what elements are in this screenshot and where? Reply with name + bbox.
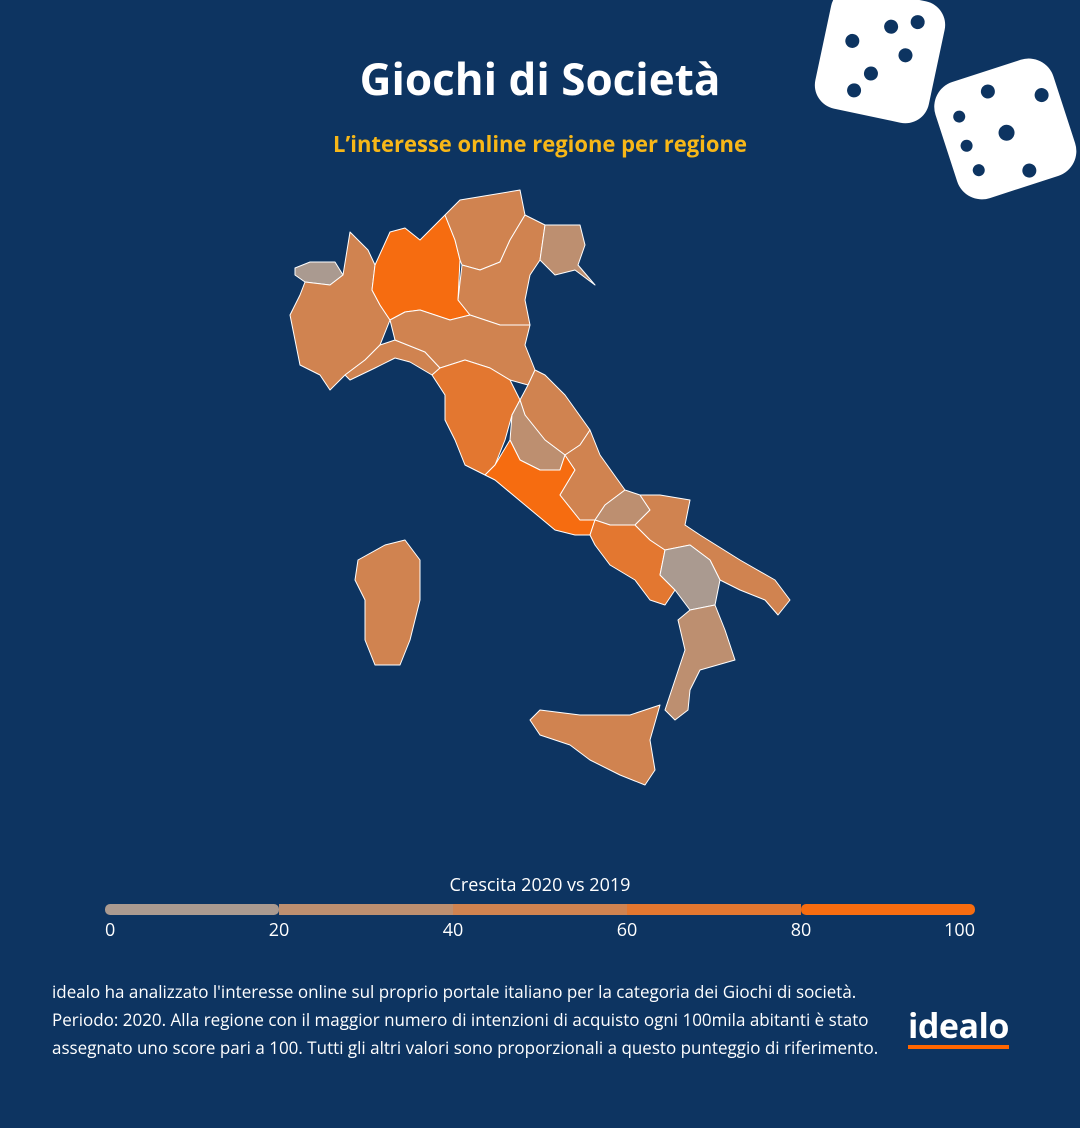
region (354, 539, 421, 666)
legend-tick-label: 40 (443, 918, 464, 942)
legend-swatch (279, 904, 453, 915)
region (529, 704, 661, 786)
legend-swatch (105, 904, 279, 915)
legend-swatch (627, 904, 801, 915)
legend-swatch (453, 904, 627, 915)
legend-tick-label: 80 (791, 918, 812, 942)
title: Giochi di Società (360, 48, 721, 108)
legend-tick-label: 60 (617, 918, 638, 942)
map (289, 189, 791, 786)
footer-text: idealo ha analizzato l'interesse online … (52, 980, 879, 1059)
legend-swatch (801, 904, 975, 915)
legend: 0 20 40 60 80 100 (105, 904, 975, 942)
legend-tick-label: 100 (944, 918, 975, 942)
dice (814, 0, 1077, 200)
region (664, 604, 736, 721)
logo: idealo (908, 1002, 1009, 1049)
region (634, 494, 791, 616)
region (539, 224, 596, 286)
legend-tick-label: 0 (105, 918, 115, 942)
legend-title: Crescita 2020 vs 2019 (450, 873, 631, 897)
legend-tick-label: 20 (269, 918, 290, 942)
subtitle: L’interesse online regione per regione (333, 129, 747, 159)
